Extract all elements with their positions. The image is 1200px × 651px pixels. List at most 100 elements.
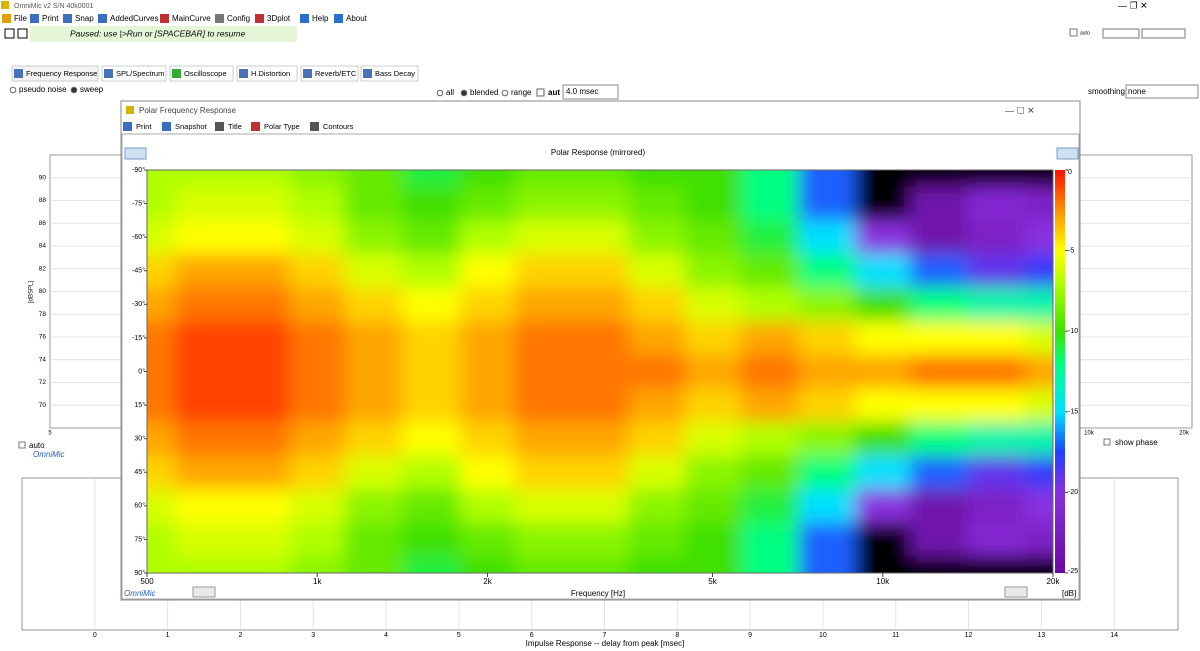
radio[interactable] — [436, 89, 444, 97]
tab[interactable] — [236, 65, 298, 82]
run-button[interactable] — [17, 28, 28, 39]
heatmap-cell — [402, 321, 461, 356]
heatmap-cell — [233, 455, 291, 490]
heatmap-cell — [289, 455, 346, 490]
y-tick-label: -30° — [132, 300, 145, 308]
input-box[interactable] — [562, 84, 619, 100]
menu-item[interactable]: File — [14, 14, 27, 23]
heatmap-cell — [402, 253, 461, 289]
zoom-buttons[interactable] — [1056, 147, 1079, 160]
y-tick-label: 15° — [134, 401, 145, 409]
heatmap-cell — [344, 556, 403, 573]
tab-label[interactable]: Oscilloscope — [184, 69, 227, 78]
select-value: none — [1128, 87, 1146, 96]
tab[interactable] — [101, 65, 167, 82]
select-box[interactable] — [1125, 84, 1199, 99]
menu-item[interactable]: Config — [227, 14, 250, 23]
heatmap-cell — [798, 170, 856, 188]
heatmap-cell — [570, 522, 629, 557]
menu-icon — [255, 14, 264, 23]
heatmap-cell — [685, 455, 742, 490]
x-tick-label: 10k — [1084, 431, 1095, 437]
phase-checkbox[interactable] — [1103, 438, 1111, 446]
menu-icon — [215, 14, 224, 23]
stop-button[interactable] — [4, 28, 15, 39]
heatmap-cell — [685, 253, 742, 289]
heatmap-cell — [289, 170, 346, 188]
menu-item[interactable]: Print — [42, 14, 59, 23]
colorbar-tick-label: 0 — [1068, 169, 1072, 176]
tab-label[interactable]: Reverb/ETC — [315, 69, 357, 78]
toolbar-item[interactable]: Polar Type — [264, 122, 300, 131]
slider[interactable] — [1141, 28, 1186, 39]
colorbar-tick-label: -25 — [1068, 568, 1078, 575]
heatmap-cell — [798, 220, 856, 255]
x-tick-label: 13 — [1037, 632, 1045, 639]
tab[interactable] — [300, 65, 359, 82]
menu-item[interactable]: 3Dplot — [267, 14, 291, 23]
zoom-buttons[interactable] — [124, 147, 147, 160]
auto-checkbox[interactable] — [18, 441, 26, 449]
heatmap-cell — [514, 388, 572, 423]
menu-item[interactable]: MainCurve — [172, 14, 211, 23]
heatmap-cell — [855, 186, 911, 221]
tab[interactable] — [11, 65, 99, 82]
radio[interactable] — [70, 86, 78, 94]
radio[interactable] — [9, 86, 17, 94]
radio[interactable] — [460, 89, 468, 97]
menu-item[interactable]: About — [346, 14, 368, 23]
heatmap-cell — [1025, 556, 1053, 573]
checkbox[interactable] — [536, 88, 545, 97]
colorbar-tick-label: -10 — [1068, 328, 1078, 335]
menu-item[interactable]: Snap — [75, 14, 94, 23]
y-tick-label: 60° — [134, 502, 145, 510]
heatmap-cell — [628, 186, 686, 221]
menu-item[interactable]: AddedCurves — [110, 14, 158, 23]
tab[interactable] — [360, 65, 419, 82]
tab-label[interactable]: SPL/Spectrum — [116, 69, 164, 78]
menu-item[interactable]: Help — [312, 14, 329, 23]
heatmap-cell — [798, 556, 856, 573]
heatmap-cell — [628, 388, 686, 423]
tab-label[interactable]: Frequency Response — [26, 69, 97, 78]
tab-label[interactable]: H.Distortion — [251, 69, 290, 78]
heatmap-cell — [514, 321, 572, 356]
heatmap-cell — [514, 354, 572, 389]
slider[interactable] — [1102, 28, 1140, 39]
radio[interactable] — [501, 89, 509, 97]
heatmap-cell — [460, 354, 516, 389]
tab-label[interactable]: Bass Decay — [375, 69, 415, 78]
heatmap-cell — [910, 170, 969, 188]
x-tick-label: 2 — [238, 632, 242, 639]
toolbar-item[interactable]: Snapshot — [175, 122, 208, 131]
heatmap-cell — [460, 421, 516, 456]
heatmap-cell — [685, 489, 742, 524]
auto-checkbox[interactable] — [1069, 28, 1078, 37]
heatmap-cell — [175, 287, 234, 322]
toolbar-item[interactable]: Contours — [323, 122, 354, 131]
app-icon — [1, 1, 9, 9]
tab-icon — [303, 69, 312, 78]
toolbar-item[interactable]: Title — [228, 122, 242, 131]
heatmap-cell — [1025, 421, 1053, 456]
tab[interactable] — [169, 65, 234, 82]
heatmap-cell — [175, 220, 234, 255]
heatmap-cell — [685, 354, 742, 389]
colorbar-tick-label: -5 — [1068, 247, 1074, 254]
heatmap-cell — [460, 186, 516, 221]
heatmap-cell — [740, 421, 800, 456]
heatmap-cell — [910, 522, 969, 557]
pan-buttons[interactable] — [1004, 586, 1028, 598]
heatmap-cell — [855, 287, 911, 322]
heatmap-cell — [233, 186, 291, 221]
popup-controls[interactable]: — ☐ ✕ — [1005, 105, 1035, 115]
tab-icon — [172, 69, 181, 78]
heatmap-cell — [1025, 186, 1053, 221]
heatmap-cell — [570, 220, 629, 255]
heatmap-cell — [570, 489, 629, 524]
heatmap-cell — [289, 556, 346, 573]
pan-buttons[interactable] — [192, 586, 216, 598]
window-controls[interactable]: — ❐ ✕ — [1118, 0, 1148, 10]
heatmap-cell — [402, 186, 461, 221]
toolbar-item[interactable]: Print — [136, 122, 152, 131]
